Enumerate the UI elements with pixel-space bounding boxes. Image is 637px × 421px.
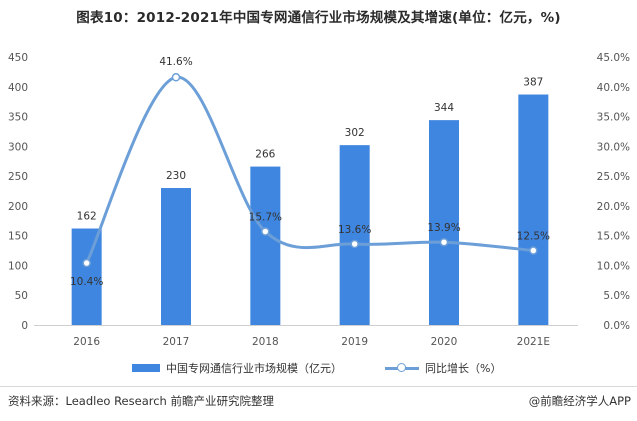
x-tick-label: 2016 — [73, 336, 100, 348]
y-right-tick-label: 10.0% — [597, 260, 630, 272]
bar — [71, 228, 102, 325]
y-left-tick-label: 450 — [8, 52, 28, 64]
bar — [429, 120, 459, 325]
growth-value-label: 10.4% — [70, 276, 103, 288]
x-tick-label: 2021E — [517, 336, 550, 348]
x-tick-label: 2018 — [252, 336, 279, 348]
y-left-tick-label: 400 — [8, 82, 28, 94]
y-right-tick-label: 5.0% — [603, 290, 630, 302]
bar — [339, 145, 370, 325]
growth-point — [350, 239, 359, 249]
bar — [161, 188, 191, 325]
growth-value-label: 12.5% — [517, 231, 550, 243]
legend-line-label: 同比增长（%） — [425, 362, 502, 375]
y-right-tick-label: 20.0% — [597, 201, 630, 213]
growth-value-label: 41.6% — [159, 56, 192, 68]
y-right-tick-label: 45.0% — [597, 52, 630, 64]
source-note: 资料来源：Leadleo Research 前瞻产业研究院整理 — [8, 394, 274, 408]
legend-bar-swatch — [132, 364, 160, 372]
growth-point — [171, 72, 181, 82]
bar-value-label: 344 — [434, 102, 454, 114]
growth-point — [82, 258, 91, 268]
y-right-tick-label: 25.0% — [597, 171, 630, 183]
y-right-tick-label: 35.0% — [597, 112, 630, 124]
y-right-tick-label: 15.0% — [597, 231, 630, 243]
legend-line-swatch — [385, 362, 419, 374]
growth-point — [529, 246, 538, 255]
y-right-tick-label: 0.0% — [603, 320, 630, 332]
x-tick-label: 2020 — [431, 336, 458, 348]
y-left-tick-label: 250 — [8, 171, 28, 183]
footer-divider — [0, 386, 637, 387]
x-tick-label: 2017 — [163, 336, 190, 348]
y-left-tick-label: 100 — [8, 260, 28, 272]
bar-value-label: 230 — [166, 170, 186, 182]
y-right-tick-label: 30.0% — [597, 141, 630, 153]
chart-area: 0 50 100 150 200 250 300 350 400 450 0.0% 5.0% 10.0%… — [8, 52, 630, 348]
legend-item-line: 同比增长（%） — [385, 360, 501, 376]
legend-bar-label: 中国专网通信行业市场规模（亿元） — [166, 362, 342, 375]
growth-value-label: 15.7% — [249, 211, 282, 223]
legend: 中国专网通信行业市场规模（亿元） 同比增长（%） — [0, 360, 637, 378]
y-left-tick-label: 0 — [21, 320, 28, 332]
growth-value-label: 13.6% — [338, 224, 371, 236]
y-left-tick-label: 300 — [8, 141, 28, 153]
y-left-tick-label: 200 — [8, 201, 28, 213]
growth-point — [439, 237, 449, 247]
bar-value-label: 162 — [77, 211, 97, 223]
y-right-tick-label: 40.0% — [597, 82, 630, 94]
y-left-tick-label: 350 — [8, 112, 28, 124]
bar-value-label: 266 — [255, 149, 275, 161]
y-left-tick-label: 150 — [8, 231, 28, 243]
bar-value-label: 302 — [345, 127, 365, 139]
y-left-tick-label: 50 — [15, 290, 28, 302]
bar — [250, 166, 281, 325]
credit-note: @前瞻经济学人APP — [528, 394, 631, 408]
growth-value-label: 13.9% — [427, 222, 460, 234]
chart-title: 图表10：2012-2021年中国专网通信行业市场规模及其增速(单位：亿元，%) — [76, 10, 561, 26]
bar — [518, 94, 549, 326]
growth-line — [85, 75, 535, 265]
x-tick-label: 2019 — [341, 336, 368, 348]
growth-point — [261, 227, 270, 236]
legend-item-bar: 中国专网通信行业市场规模（亿元） — [132, 360, 342, 376]
bar-value-label: 387 — [523, 77, 543, 89]
